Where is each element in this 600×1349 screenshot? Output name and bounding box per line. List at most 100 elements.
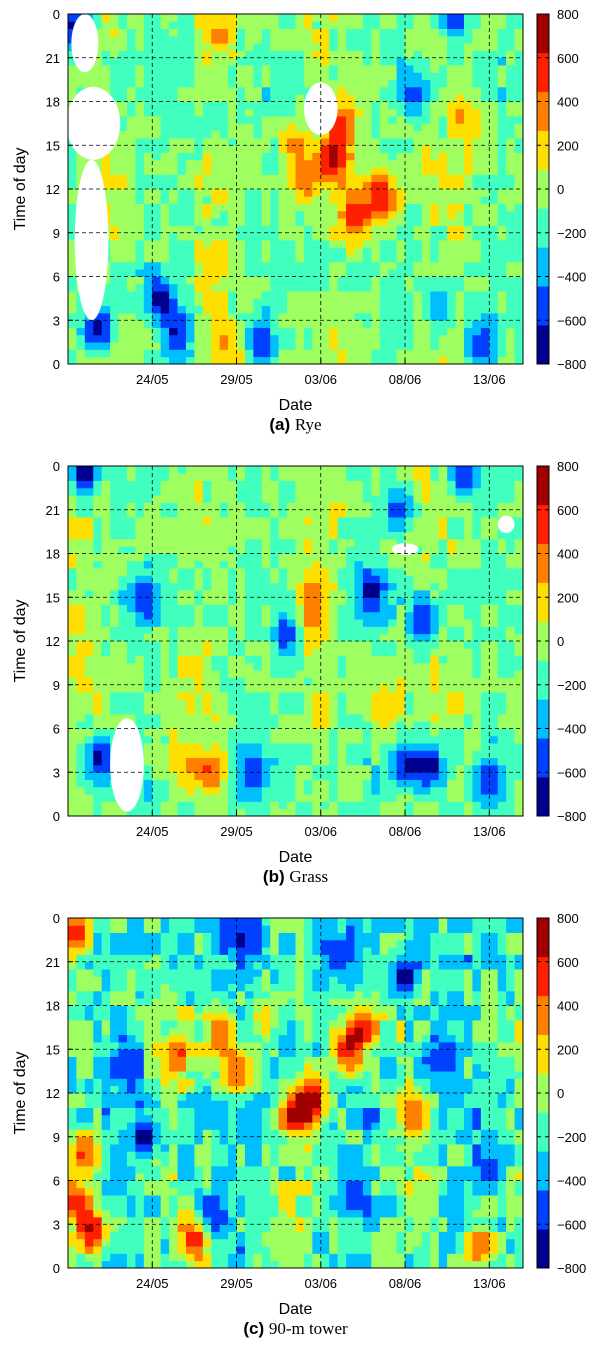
heatmap-cell [203,284,212,292]
heatmap-cell [498,255,507,263]
heatmap-cell [338,787,347,795]
heatmap-cell [447,182,456,190]
heatmap-cell [481,160,490,168]
heatmap-cell [237,721,246,729]
heatmap-cell [472,116,481,124]
heatmap-cell [354,153,363,161]
heatmap-cell [127,72,136,80]
heatmap-cell [237,743,246,751]
heatmap-cell [245,532,254,540]
heatmap-cell [144,211,153,219]
heatmap-cell [397,772,406,780]
heatmap-cell [93,677,102,685]
heatmap-cell [228,612,237,620]
heatmap-cell [186,517,195,525]
heatmap-cell [338,707,347,715]
heatmap-cell [93,612,102,620]
heatmap-cell [464,605,473,613]
heatmap-cell [413,729,422,737]
heatmap-cell [304,174,313,182]
heatmap-cell [194,313,203,321]
heatmap-cell [119,262,128,270]
heatmap-cell [472,72,481,80]
heatmap-cell [371,692,380,700]
heatmap-cell [506,298,515,306]
heatmap-cell [262,291,271,299]
heatmap-cell [397,750,406,758]
heatmap-cell [220,575,229,583]
heatmap-cell [253,473,262,481]
heatmap-cell [456,277,465,285]
heatmap-cell [228,145,237,153]
heatmap-cell [194,481,203,489]
heatmap-cell [135,233,144,241]
heatmap-cell [321,357,330,365]
heatmap-cell [85,517,94,525]
heatmap-cell [422,626,431,634]
heatmap-cell [237,153,246,161]
heatmap-cell [135,43,144,51]
heatmap-cell [447,211,456,219]
heatmap-cell [135,328,144,336]
heatmap-cell [287,269,296,277]
heatmap-cell [135,502,144,510]
heatmap-cell [152,277,161,285]
heatmap-cell [405,357,414,365]
heatmap-cell [321,641,330,649]
heatmap-cell [85,575,94,583]
heatmap-cell [296,342,305,350]
heatmap-cell [203,721,212,729]
heatmap-cell [127,342,136,350]
heatmap-cell [203,123,212,131]
heatmap-cell [279,648,288,656]
heatmap-cell [388,780,397,788]
heatmap-cell [152,123,161,131]
heatmap-cell [346,721,355,729]
heatmap-cell [413,466,422,474]
heatmap-cell [194,116,203,124]
heatmap-cell [211,320,220,328]
heatmap-cell [270,240,279,248]
heatmap-cell [220,277,229,285]
heatmap-cell [472,29,481,37]
heatmap-cell [228,648,237,656]
heatmap-cell [413,641,422,649]
heatmap-cell [397,225,406,233]
heatmap-cell [413,765,422,773]
heatmap-cell [203,102,212,110]
heatmap-cell [110,65,119,73]
heatmap-cell [321,495,330,503]
heatmap-cell [161,605,170,613]
heatmap-cell [194,634,203,642]
heatmap-cell [312,145,321,153]
heatmap-cell [413,153,422,161]
heatmap-cell [304,65,313,73]
heatmap-cell [68,269,77,277]
heatmap-cell [245,80,254,88]
heatmap-cell [439,473,448,481]
heatmap-cell [515,262,524,270]
heatmap-cell [110,590,119,598]
heatmap-cell [76,554,85,562]
heatmap-cell [489,123,498,131]
heatmap-cell [76,801,85,809]
heatmap-cell [447,313,456,321]
heatmap-cell [220,116,229,124]
heatmap-cell [279,488,288,496]
heatmap-cell [68,349,77,357]
heatmap-cell [169,153,178,161]
heatmap-cell [245,772,254,780]
heatmap-cell [430,87,439,95]
heatmap-cell [144,182,153,190]
heatmap-cell [119,174,128,182]
heatmap-cell [456,43,465,51]
heatmap-cell [338,65,347,73]
heatmap-cell [152,204,161,212]
heatmap-cell [447,102,456,110]
heatmap-cell [472,211,481,219]
heatmap-cell [110,320,119,328]
heatmap-cell [380,145,389,153]
heatmap-cell [371,809,380,817]
heatmap-cell [439,546,448,554]
heatmap-cell [481,218,490,226]
